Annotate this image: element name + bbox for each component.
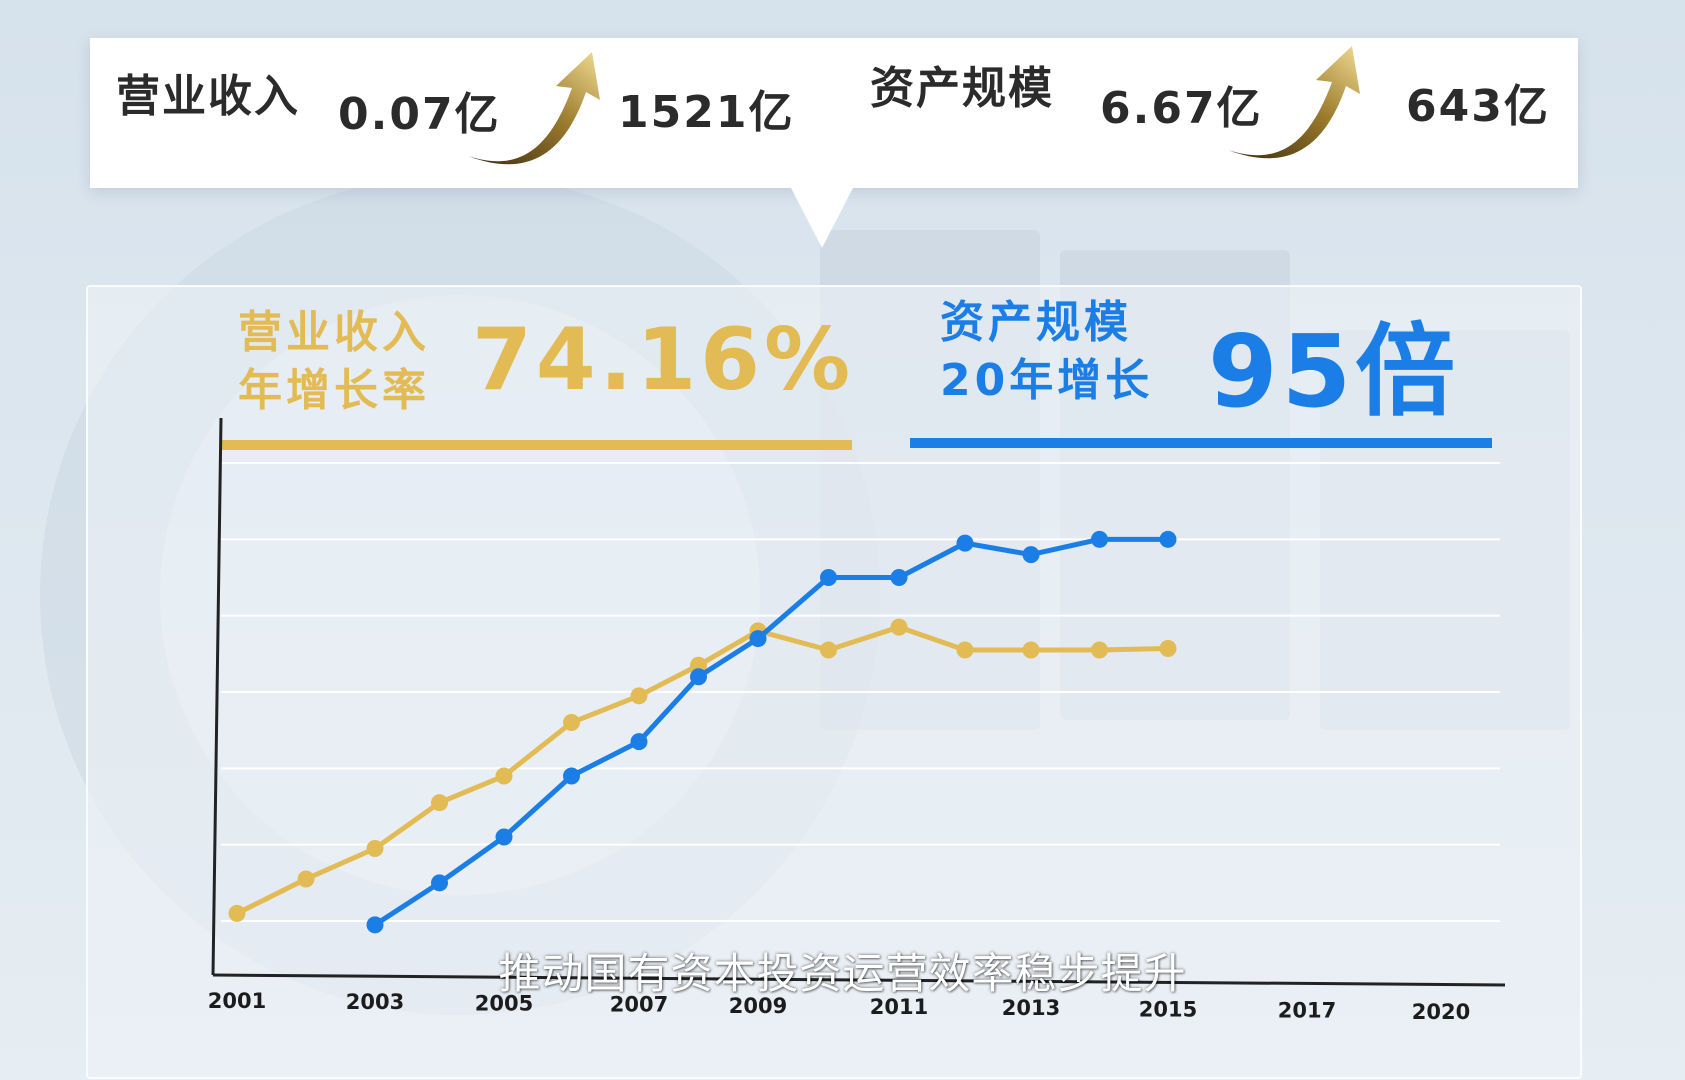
assets-data-point (366, 916, 384, 934)
assets-growth-value: 95倍 (1208, 313, 1460, 430)
revenue-growth-label-line1: 营业收入 (238, 307, 430, 358)
assets-growth-label: 资产规模 20年增长 (940, 294, 1153, 410)
rising-arrow-icon (1228, 46, 1360, 159)
assets-data-point (690, 668, 707, 686)
revenue-growth-label-line2: 年增长率 (238, 365, 430, 416)
assets-data-point (1022, 546, 1040, 564)
assets-end-value: 643亿 (1406, 81, 1550, 132)
revenue-data-point (1022, 641, 1040, 659)
revenue-label: 营业收入 (116, 71, 300, 122)
revenue-data-point (495, 767, 513, 785)
revenue-start-value: 0.07亿 (338, 89, 501, 140)
chart-panel (86, 285, 1582, 1079)
x-tick-label: 2020 (1412, 1000, 1470, 1024)
assets-data-point (890, 569, 908, 586)
revenue-data-point (297, 870, 315, 888)
banner-pointer (790, 186, 854, 248)
assets-data-point (749, 630, 767, 648)
x-tick-label: 2011 (870, 995, 928, 1019)
revenue-data-point (820, 641, 837, 659)
x-tick-label: 2005 (475, 991, 533, 1015)
x-tick-label: 2009 (729, 994, 787, 1018)
assets-label: 资产规模 (870, 63, 1054, 114)
revenue-data-point (563, 714, 580, 732)
x-tick-label: 2001 (208, 989, 266, 1013)
assets-data-point (1159, 530, 1177, 548)
x-tick-label: 2003 (346, 990, 404, 1014)
x-tick-label: 2013 (1002, 996, 1060, 1020)
revenue-underline (222, 440, 852, 450)
assets-start-value: 6.67亿 (1100, 83, 1263, 134)
x-tick-label: 2017 (1278, 999, 1336, 1023)
assets-growth-label-line2: 20年增长 (940, 355, 1154, 406)
revenue-data-point (228, 904, 246, 922)
assets-growth-label-line1: 资产规模 (940, 297, 1132, 348)
revenue-data-point (1159, 639, 1177, 657)
x-tick-label: 2015 (1139, 997, 1197, 1021)
assets-data-point (820, 569, 837, 586)
revenue-data-point (1091, 641, 1108, 659)
revenue-data-point (890, 618, 908, 636)
revenue-growth-value: 74.16% (472, 310, 855, 410)
summary-banner: 营业收入 0.07亿 1521亿 资产规模 6.67亿 643亿 (90, 38, 1578, 188)
assets-data-point (431, 874, 448, 892)
revenue-data-point (630, 687, 648, 705)
y-axis (211, 417, 223, 976)
assets-data-point (1091, 530, 1108, 548)
assets-data-point (495, 828, 513, 846)
x-tick-label: 2007 (610, 993, 668, 1017)
assets-data-point (563, 767, 580, 785)
revenue-data-point (366, 839, 384, 857)
assets-series-line (372, 536, 1171, 928)
revenue-growth-label: 营业收入 年增长率 (238, 304, 430, 420)
assets-data-point (956, 534, 974, 552)
revenue-data-point (431, 794, 448, 812)
assets-underline (910, 438, 1492, 448)
subtitle-caption: 推动国有资本投资运营效率稳步提升 (498, 949, 1187, 998)
assets-data-point (630, 733, 648, 751)
x-axis (212, 973, 1506, 987)
revenue-data-point (956, 641, 974, 659)
revenue-end-value: 1521亿 (618, 87, 795, 138)
rising-arrow-icon (468, 52, 600, 165)
